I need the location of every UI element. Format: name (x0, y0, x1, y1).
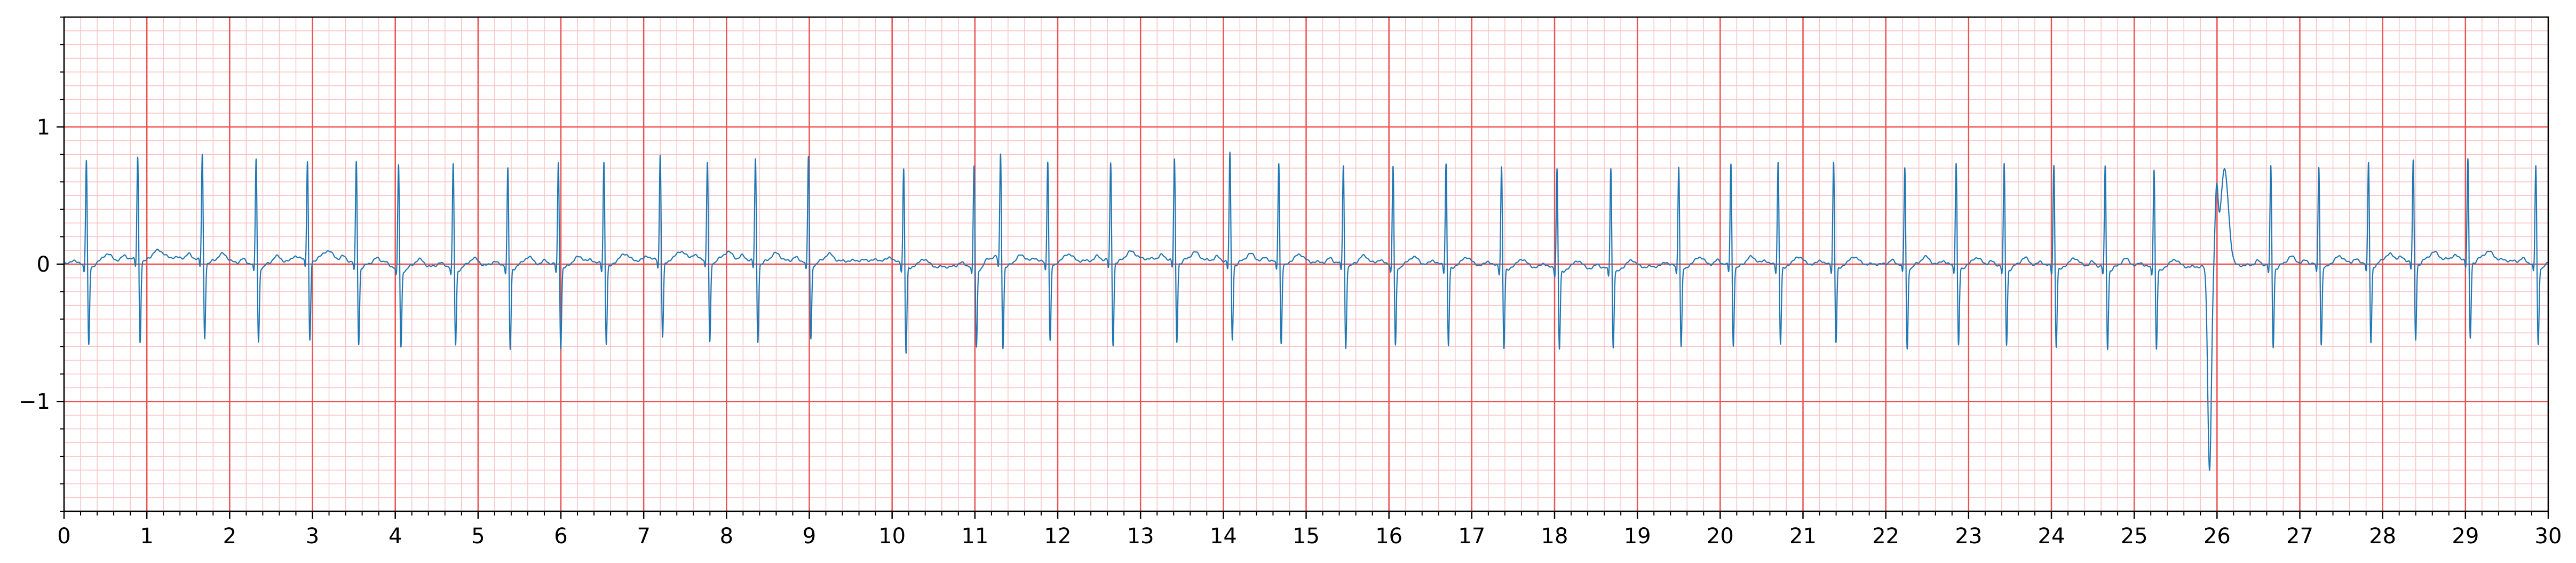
y-tick-label: 1 (37, 115, 50, 140)
axis-ticks (57, 17, 2549, 519)
x-tick-label: 2 (223, 524, 236, 549)
x-tick-label: 6 (554, 524, 567, 549)
x-tick-label: 5 (471, 524, 485, 549)
x-tick-label: 21 (1789, 524, 1817, 549)
x-tick-label: 19 (1624, 524, 1651, 549)
x-tick-label: 30 (2535, 524, 2562, 549)
ecg-series-line (64, 152, 2549, 471)
x-tick-label: 1 (140, 524, 153, 549)
x-tick-label: 4 (389, 524, 402, 549)
x-tick-label: 17 (1458, 524, 1485, 549)
x-tick-label: 26 (2204, 524, 2231, 549)
x-tick-label: 0 (57, 524, 70, 549)
x-tick-label: 8 (720, 524, 733, 549)
x-tick-label: 14 (1210, 524, 1237, 549)
y-tick-label: −1 (19, 390, 50, 414)
x-tick-label: 18 (1541, 524, 1568, 549)
x-tick-label: 28 (2369, 524, 2396, 549)
x-tick-label: 23 (1955, 524, 1982, 549)
x-tick-label: 29 (2452, 524, 2479, 549)
x-tick-label: 11 (961, 524, 988, 549)
x-tick-label: 22 (1872, 524, 1899, 549)
x-tick-label: 7 (637, 524, 650, 549)
x-tick-label: 13 (1127, 524, 1154, 549)
x-tick-label: 9 (803, 524, 816, 549)
x-tick-label: 25 (2121, 524, 2148, 549)
series-layer (64, 152, 2549, 471)
x-tick-labels: 0 1 2 3 4 5 6 7 8 9 10 11 12 13 14 15 16 17 18 19 20 21 22 23 24… (57, 524, 2562, 549)
x-tick-label: 12 (1044, 524, 1072, 549)
x-tick-label: 24 (2038, 524, 2065, 549)
y-tick-labels: −1 0 1 (19, 115, 50, 414)
x-tick-label: 27 (2286, 524, 2313, 549)
x-tick-label: 10 (878, 524, 906, 549)
x-tick-label: 15 (1293, 524, 1320, 549)
y-tick-label: 0 (37, 252, 50, 277)
x-tick-label: 20 (1707, 524, 1734, 549)
x-tick-label: 16 (1375, 524, 1402, 549)
x-tick-label: 3 (306, 524, 319, 549)
